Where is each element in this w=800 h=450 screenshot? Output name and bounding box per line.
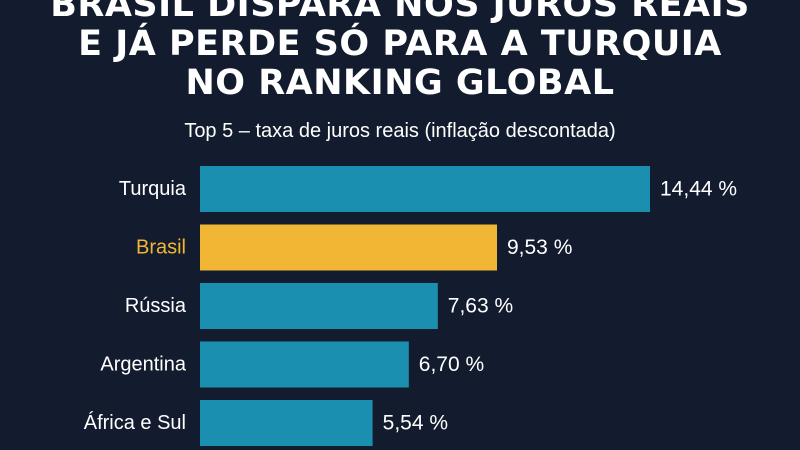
category-label-2: Rússia <box>125 295 187 317</box>
value-label-4: 5,54 % <box>383 412 448 435</box>
value-label-0: 14,44 % <box>660 178 737 201</box>
title-line-1: BRASIL DISPARA NOS JUROS REAIS <box>50 0 750 25</box>
category-label-0: Turquia <box>119 178 187 200</box>
bar-1 <box>200 224 497 271</box>
category-label-1: Brasil <box>136 237 186 259</box>
bar-2 <box>200 283 438 329</box>
value-label-3: 6,70 % <box>419 353 484 376</box>
bar-0 <box>200 166 650 212</box>
title-line-2: E JÁ PERDE SÓ PARA A TURQUIA <box>78 24 722 64</box>
bar-4 <box>200 400 373 446</box>
title-line-3: NO RANKING GLOBAL <box>185 63 615 103</box>
category-label-4: África e Sul <box>84 411 186 434</box>
category-label-3: Argentina <box>100 354 186 376</box>
bar-3 <box>200 341 409 388</box>
chart-title: BRASIL DISPARA NOS JUROS REAIS E JÁ PERD… <box>0 0 800 103</box>
value-label-1: 9,53 % <box>507 236 572 259</box>
value-label-2: 7,63 % <box>448 295 513 318</box>
chart-subtitle: Top 5 – taxa de juros reais (inflação de… <box>184 120 616 142</box>
